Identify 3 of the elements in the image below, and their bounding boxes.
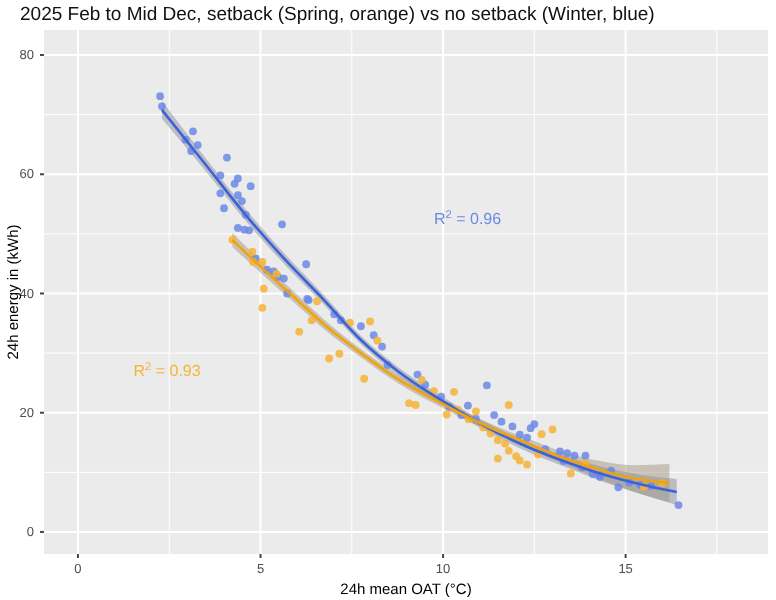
- chart-title: 2025 Feb to Mid Dec, setback (Spring, orange) vs no setback (Winter, blue): [20, 4, 655, 26]
- annotation: R$^{2}$ = 0.96: [433, 209, 503, 228]
- annotation: R$^{2}$ = 0.93: [133, 361, 202, 380]
